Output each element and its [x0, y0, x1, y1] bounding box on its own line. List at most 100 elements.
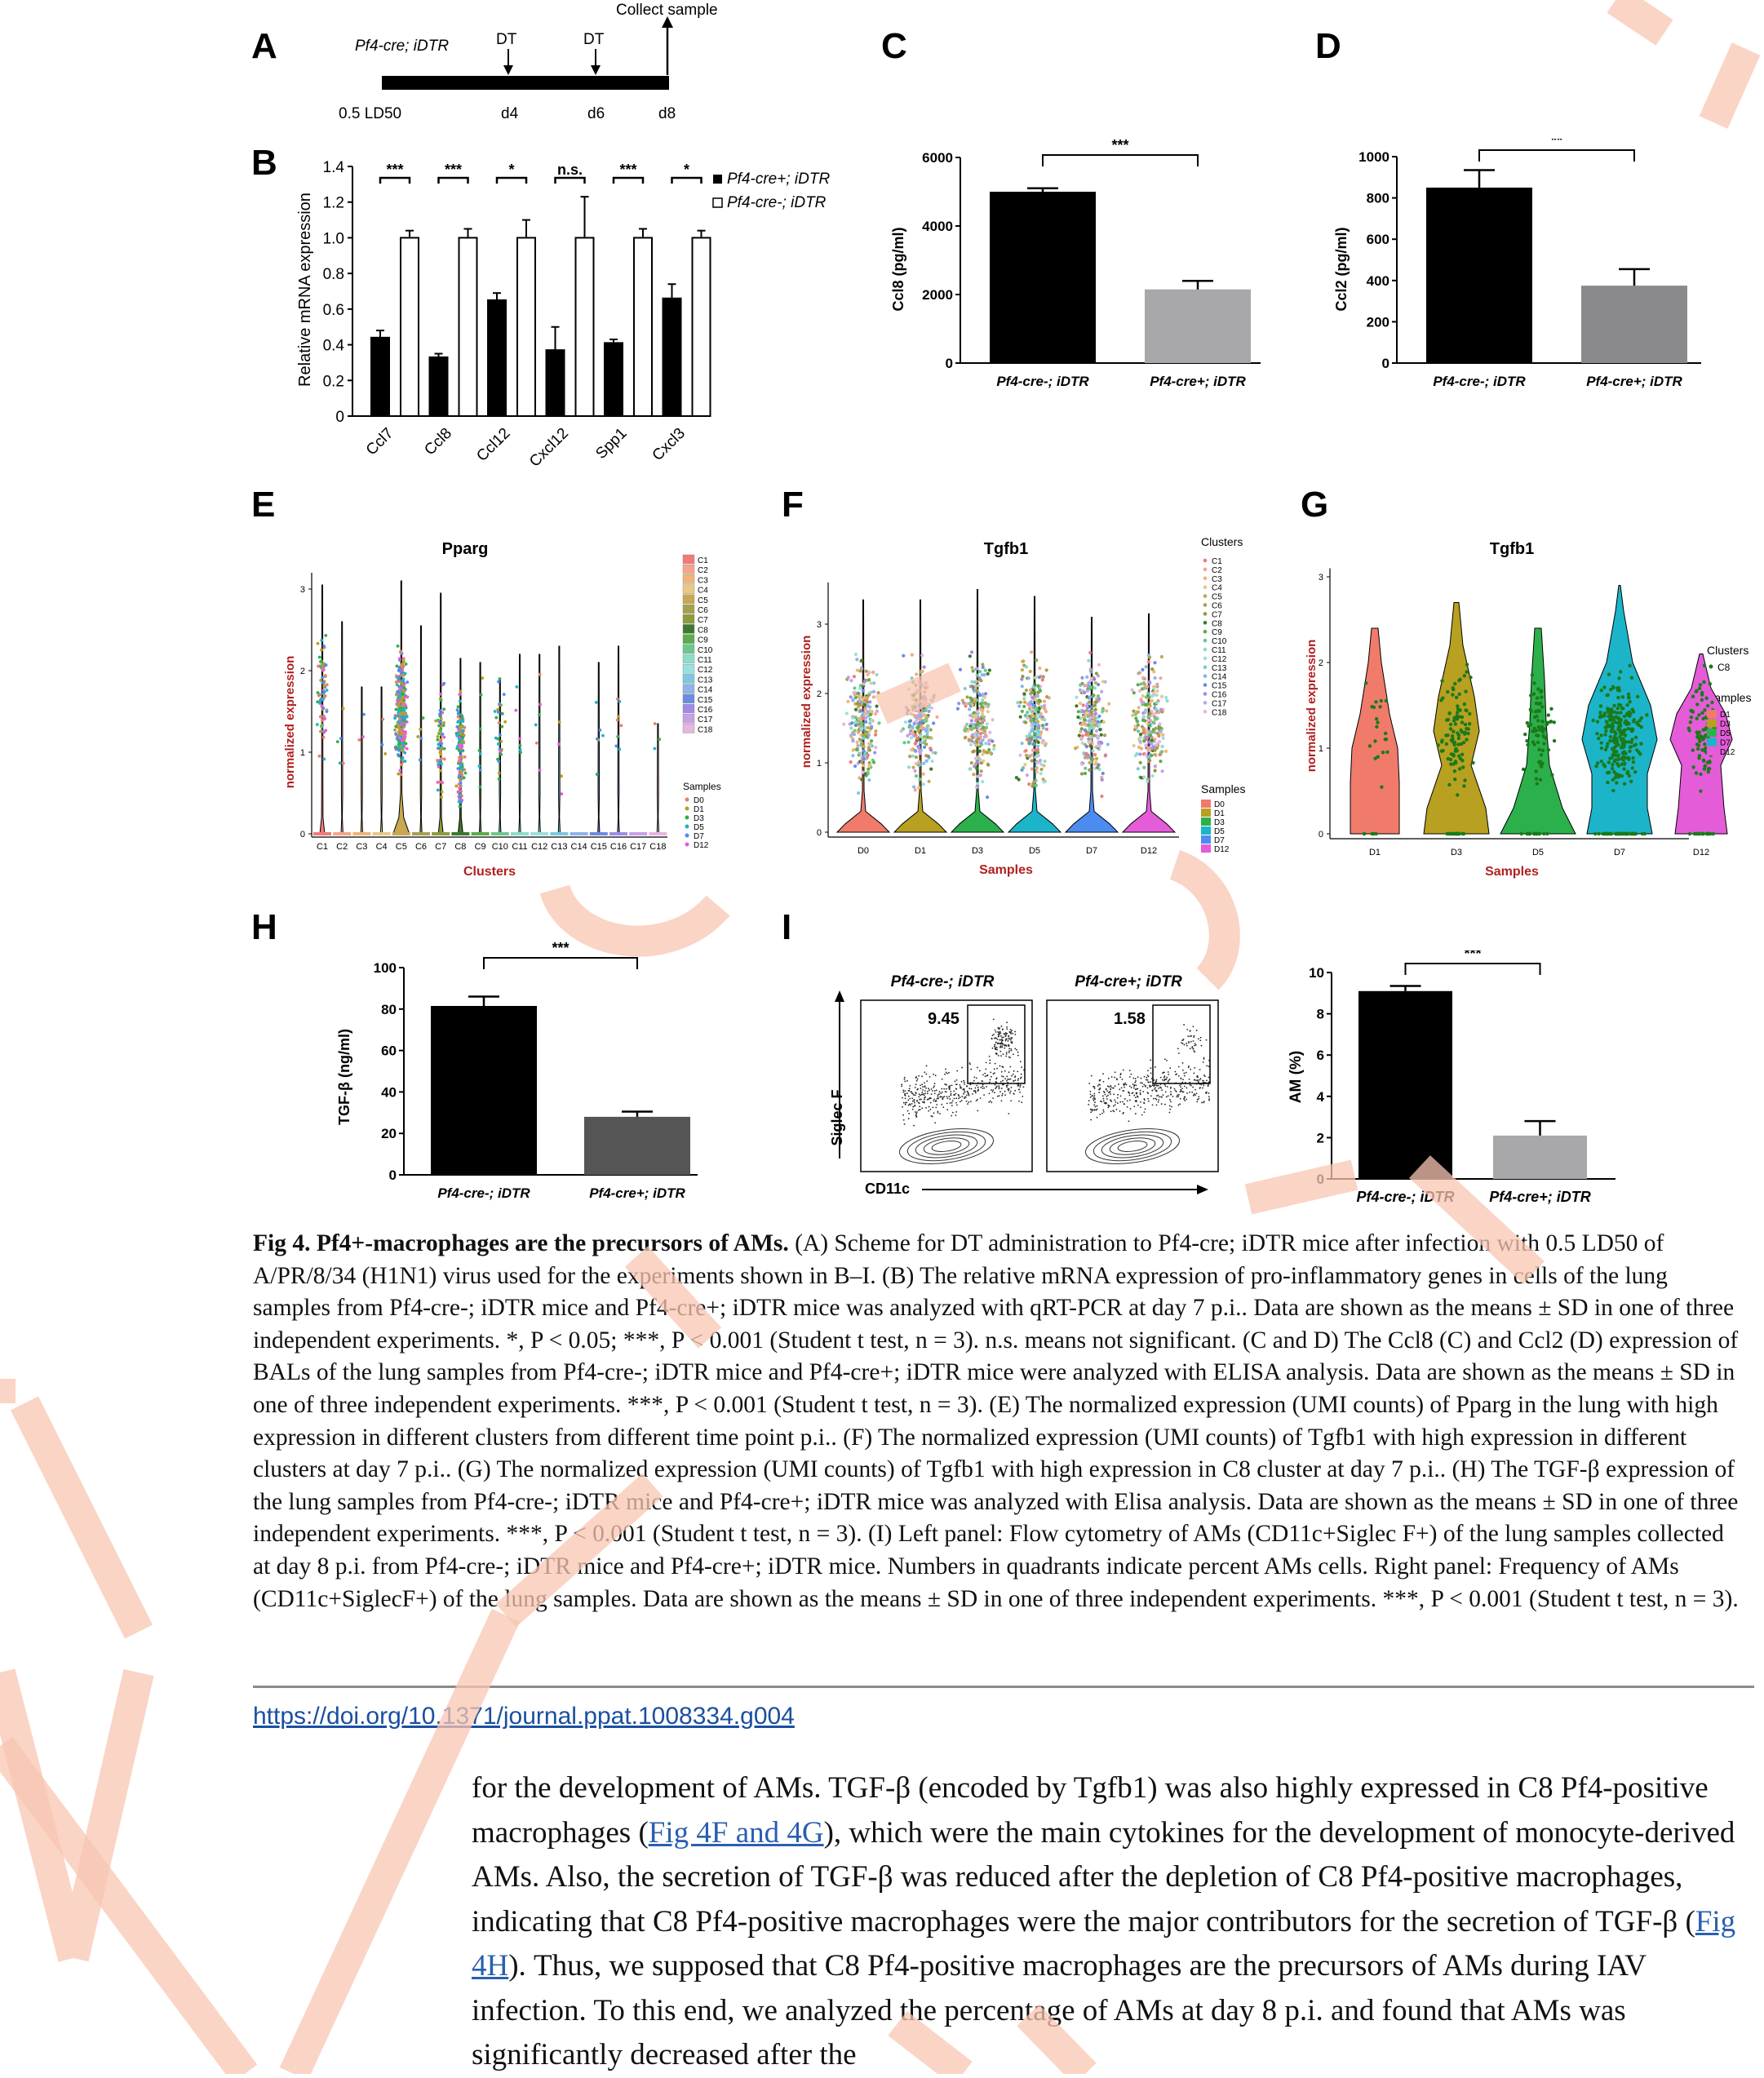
data-point	[462, 740, 465, 744]
significance-bracket	[379, 176, 411, 184]
y-tick-label: 0.4	[323, 338, 345, 355]
data-point	[397, 668, 401, 672]
flow-event	[916, 1100, 919, 1101]
data-point	[985, 795, 990, 800]
data-point	[963, 736, 967, 740]
chart-i-ylabel: AM (%)	[1289, 1051, 1305, 1103]
data-point	[1618, 773, 1622, 778]
data-point	[911, 724, 915, 729]
data-point	[915, 725, 920, 729]
flow-event	[996, 1095, 999, 1097]
data-point	[976, 782, 980, 786]
data-point	[983, 701, 987, 705]
data-point	[1084, 711, 1088, 716]
data-point	[1466, 731, 1470, 736]
data-point	[1456, 704, 1460, 708]
data-point	[1079, 729, 1083, 733]
flow-event	[1186, 1043, 1188, 1044]
flow-event	[950, 1094, 952, 1097]
legend-swatch-c4	[682, 584, 695, 594]
data-point	[982, 735, 986, 739]
data-point	[1465, 708, 1469, 713]
flow-event	[1140, 1101, 1141, 1103]
data-point	[1079, 727, 1084, 731]
data-point	[1448, 757, 1453, 762]
flow-event	[1154, 1084, 1156, 1086]
data-point	[1042, 703, 1047, 707]
panel-letter-f: F	[782, 485, 804, 525]
data-point	[1640, 831, 1645, 836]
significance-bracket	[437, 176, 469, 184]
flow-event	[902, 1105, 903, 1108]
flow-plot-left	[860, 999, 1033, 1172]
flow-event	[1004, 1094, 1007, 1096]
data-point	[1088, 744, 1093, 748]
data-point	[1018, 700, 1022, 704]
data-point	[909, 747, 914, 752]
data-point	[403, 671, 407, 676]
data-point	[858, 738, 862, 742]
data-point	[402, 708, 406, 712]
legend-label-c13: C13	[698, 676, 713, 685]
flow-event	[963, 1081, 965, 1083]
data-point	[1034, 675, 1038, 679]
data-point	[455, 708, 459, 712]
flow-event	[1190, 1035, 1193, 1037]
flow-event	[1110, 1088, 1112, 1090]
panel-e-violin-plot: Pparg normalized expression Clusters 012…	[283, 540, 721, 879]
data-point	[394, 732, 398, 736]
data-point	[1144, 735, 1148, 740]
flow-event	[940, 1092, 942, 1094]
flow-event	[1177, 1093, 1180, 1096]
data-point	[866, 693, 871, 697]
data-point	[866, 710, 870, 714]
flow-event	[951, 1101, 953, 1104]
data-point	[1702, 759, 1706, 763]
flow-event	[1128, 1091, 1129, 1093]
data-point	[1626, 740, 1631, 744]
data-point	[1459, 742, 1464, 747]
flow-event	[1096, 1105, 1098, 1107]
flow-event	[1002, 1079, 1004, 1082]
flow-event	[1110, 1084, 1112, 1087]
legend-swatch-c10	[682, 644, 695, 654]
data-point	[1539, 753, 1544, 757]
flow-event	[991, 1101, 993, 1104]
data-point	[322, 757, 326, 761]
flow-event	[992, 1018, 995, 1021]
data-point	[1703, 748, 1707, 753]
flow-event	[1177, 1075, 1180, 1077]
flow-event	[1133, 1105, 1136, 1108]
flow-event	[915, 1116, 918, 1118]
doi-link[interactable]: https://doi.org/10.1371/journal.ppat.100…	[253, 1703, 795, 1730]
data-point	[538, 672, 542, 676]
data-point	[1602, 711, 1607, 716]
data-point	[1471, 760, 1475, 765]
flow-event	[1101, 1112, 1103, 1114]
flow-event	[1114, 1099, 1116, 1101]
data-point	[1038, 759, 1043, 763]
x-category-label: Pf4-cre-; iDTR	[1433, 374, 1526, 389]
data-point	[975, 760, 979, 764]
flow-event	[1147, 1075, 1150, 1078]
flow-event	[989, 1059, 991, 1061]
link-fig-4f-4g[interactable]: Fig 4F and 4G	[648, 1815, 824, 1850]
data-point	[1044, 742, 1048, 746]
flow-event	[1137, 1076, 1139, 1079]
data-point	[1384, 738, 1389, 742]
data-point	[1452, 719, 1456, 723]
data-point	[1608, 713, 1612, 717]
data-point	[907, 725, 911, 729]
data-point	[1137, 689, 1142, 693]
data-point	[980, 712, 984, 716]
data-point	[1077, 733, 1081, 738]
data-point	[1374, 717, 1379, 721]
data-point	[1697, 713, 1701, 717]
data-point	[1630, 707, 1634, 711]
y-tick-label: 1000	[1358, 149, 1389, 165]
data-point	[1527, 831, 1531, 836]
data-point	[653, 747, 657, 751]
data-point	[1462, 674, 1466, 678]
data-point	[917, 745, 921, 749]
data-point	[399, 731, 403, 735]
